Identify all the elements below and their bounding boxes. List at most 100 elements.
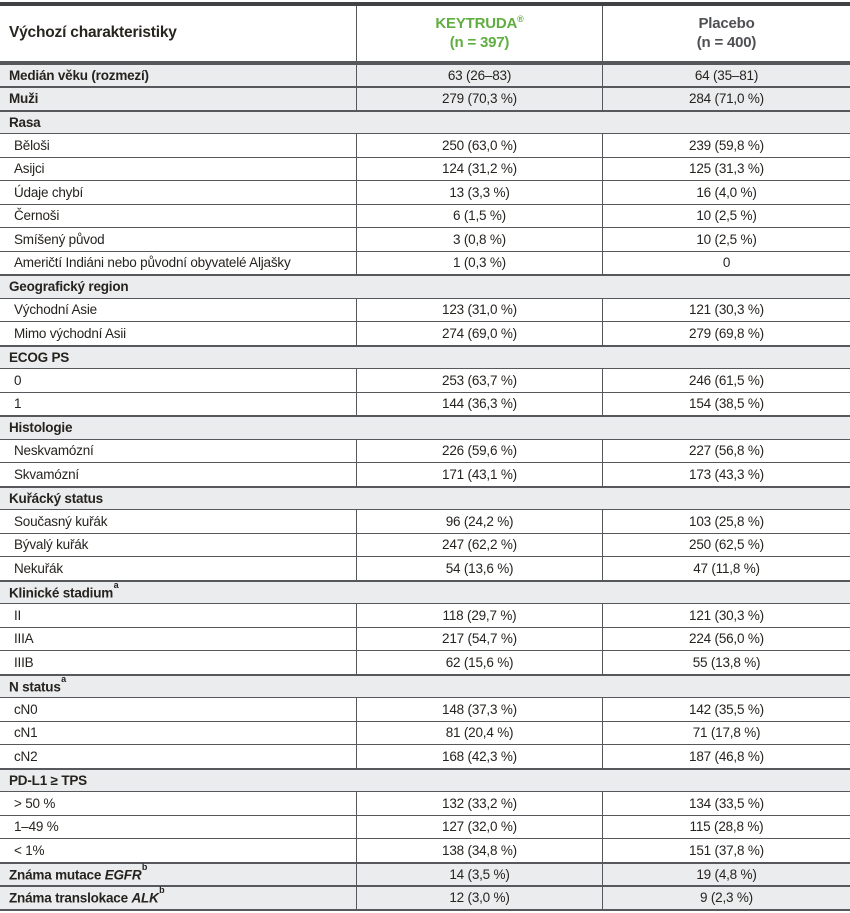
keytruda-value-cell: 253 (63,7 %): [356, 369, 602, 392]
keytruda-value-cell: 63 (26–83): [356, 64, 602, 86]
row-label: Známa mutace EGFRb: [9, 861, 148, 882]
placebo-value-cell: 121 (30,3 %): [602, 604, 850, 627]
placebo-value-cell: 55 (13,8 %): [602, 651, 850, 674]
table-row: II 118 (29,7 %) 121 (30,3 %): [0, 603, 850, 627]
keytruda-value-cell: 3 (0,8 %): [356, 228, 602, 251]
keytruda-value-cell: 12 (3,0 %): [356, 887, 602, 909]
table-row: Běloši 250 (63,0 %) 239 (59,8 %): [0, 133, 850, 157]
section-row: Rasa: [0, 109, 850, 133]
keytruda-value-cell: 54 (13,6 %): [356, 557, 602, 580]
table-row: cN2 168 (42,3 %) 187 (46,8 %): [0, 744, 850, 768]
table-row: Smíšený původ 3 (0,8 %) 10 (2,5 %): [0, 227, 850, 251]
row-label: 1: [14, 396, 22, 412]
row-label: 1–49 %: [14, 819, 59, 835]
section-row: Kuřácký status: [0, 485, 850, 509]
placebo-value-cell: 19 (4,8 %): [602, 863, 850, 885]
row-label: II: [14, 607, 22, 623]
placebo-value-cell: 121 (30,3 %): [602, 298, 850, 321]
placebo-value-cell: 10 (2,5 %): [602, 228, 850, 251]
placebo-value-cell: 227 (56,8 %): [602, 439, 850, 462]
placebo-arm-name: Placebo: [698, 14, 755, 32]
keytruda-value-cell: 127 (32,0 %): [356, 815, 602, 838]
table-row: Údaje chybí 13 (3,3 %) 16 (4,0 %): [0, 180, 850, 204]
table-row: Medián věku (rozmezí) 63 (26–83) 64 (35–81…: [0, 62, 850, 86]
row-label: Černoši: [14, 208, 60, 224]
placebo-value-cell: 250 (62,5 %): [602, 533, 850, 556]
keytruda-value-cell: 279 (70,3 %): [356, 88, 602, 110]
table-row: Černoši 6 (1,5 %) 10 (2,5 %): [0, 203, 850, 227]
placebo-value-cell: 0: [602, 251, 850, 274]
placebo-value-cell: 142 (35,5 %): [602, 698, 850, 721]
keytruda-header-cell: KEYTRUDA® (n = 397): [356, 6, 602, 61]
keytruda-arm-n: (n = 397): [449, 34, 510, 52]
registered-trademark-symbol: ®: [517, 13, 524, 24]
placebo-value-cell: 71 (17,8 %): [602, 721, 850, 744]
table-row: 0 253 (63,7 %) 246 (61,5 %): [0, 368, 850, 392]
keytruda-value-cell: 13 (3,3 %): [356, 181, 602, 204]
placebo-value-cell: 16 (4,0 %): [602, 181, 850, 204]
keytruda-arm-name: KEYTRUDA®: [435, 13, 524, 32]
footnote-marker: a: [113, 579, 119, 590]
row-label: Neskvamózní: [14, 443, 94, 459]
row-label: cN1: [14, 725, 38, 741]
placebo-arm-n: (n = 400): [696, 34, 757, 52]
table-row: Mimo východní Asii 274 (69,0 %) 279 (69,8 …: [0, 321, 850, 345]
footnote-marker: a: [61, 673, 66, 684]
table-row: Známa translokace ALKb 12 (3,0 %) 9 (2,3 %…: [0, 885, 850, 909]
placebo-value-cell: 47 (11,8 %): [602, 557, 850, 580]
row-label: 0: [14, 372, 22, 388]
section-row: ECOG PS: [0, 344, 850, 368]
placebo-value-cell: 103 (25,8 %): [602, 510, 850, 533]
keytruda-value-cell: 138 (34,8 %): [356, 839, 602, 862]
table-row: Američtí Indiáni nebo původní obyvatelé …: [0, 250, 850, 274]
row-label: Kuřácký status: [9, 490, 103, 506]
keytruda-value-cell: 171 (43,1 %): [356, 463, 602, 486]
row-label: IIIA: [14, 631, 34, 647]
row-label: IIIB: [14, 654, 34, 670]
baseline-characteristics-table: Výchozí charakteristiky KEYTRUDA® (n = 3…: [0, 6, 850, 911]
keytruda-value-cell: 123 (31,0 %): [356, 298, 602, 321]
row-label: Běloši: [14, 137, 50, 153]
section-row: Klinické stadiuma: [0, 579, 850, 603]
table-row: < 1% 138 (34,8 %) 151 (37,8 %): [0, 838, 850, 862]
keytruda-value-cell: 274 (69,0 %): [356, 322, 602, 345]
row-label: Muži: [9, 91, 39, 107]
section-row: N statusa: [0, 673, 850, 697]
placebo-value-cell: 64 (35–81): [602, 64, 850, 86]
placebo-value-cell: 246 (61,5 %): [602, 369, 850, 392]
section-row: Geografický region: [0, 274, 850, 298]
placebo-value-cell: 125 (31,3 %): [602, 157, 850, 180]
characteristics-header-cell: Výchozí charakteristiky: [0, 6, 356, 61]
keytruda-value-cell: 148 (37,3 %): [356, 698, 602, 721]
keytruda-value-cell: 124 (31,2 %): [356, 157, 602, 180]
table-row: Neskvamózní 226 (59,6 %) 227 (56,8 %): [0, 438, 850, 462]
table-row: Současný kuřák 96 (24,2 %) 103 (25,8 %): [0, 509, 850, 533]
table-row: Skvamózní 171 (43,1 %) 173 (43,3 %): [0, 462, 850, 486]
keytruda-value-cell: 168 (42,3 %): [356, 745, 602, 768]
placebo-value-cell: 115 (28,8 %): [602, 815, 850, 838]
table-row: Muži 279 (70,3 %) 284 (71,0 %): [0, 86, 850, 110]
row-label: Nekuřák: [14, 560, 63, 576]
row-label: N statusa: [9, 673, 66, 694]
row-label: Rasa: [9, 114, 41, 130]
row-label: Údaje chybí: [14, 184, 84, 200]
section-row: PD-L1 ≥ TPS: [0, 767, 850, 791]
row-label: Medián věku (rozmezí): [9, 67, 149, 83]
table-row: Východní Asie 123 (31,0 %) 121 (30,3 %): [0, 297, 850, 321]
table-row: Nekuřák 54 (13,6 %) 47 (11,8 %): [0, 556, 850, 580]
placebo-value-cell: 151 (37,8 %): [602, 839, 850, 862]
placebo-header-cell: Placebo (n = 400): [602, 6, 850, 61]
table-header: Výchozí charakteristiky KEYTRUDA® (n = 3…: [0, 6, 850, 63]
table-row: > 50 % 132 (33,2 %) 134 (33,5 %): [0, 791, 850, 815]
gene-name: EGFR: [104, 867, 142, 882]
placebo-value-cell: 279 (69,8 %): [602, 322, 850, 345]
placebo-value-cell: 224 (56,0 %): [602, 627, 850, 650]
gene-name: ALK: [131, 890, 159, 906]
placebo-value-cell: 284 (71,0 %): [602, 88, 850, 110]
row-label: Skvamózní: [14, 466, 79, 482]
footnote-marker: b: [141, 861, 148, 872]
keytruda-value-cell: 118 (29,7 %): [356, 604, 602, 627]
keytruda-value-cell: 250 (63,0 %): [356, 134, 602, 157]
keytruda-value-cell: 81 (20,4 %): [356, 721, 602, 744]
